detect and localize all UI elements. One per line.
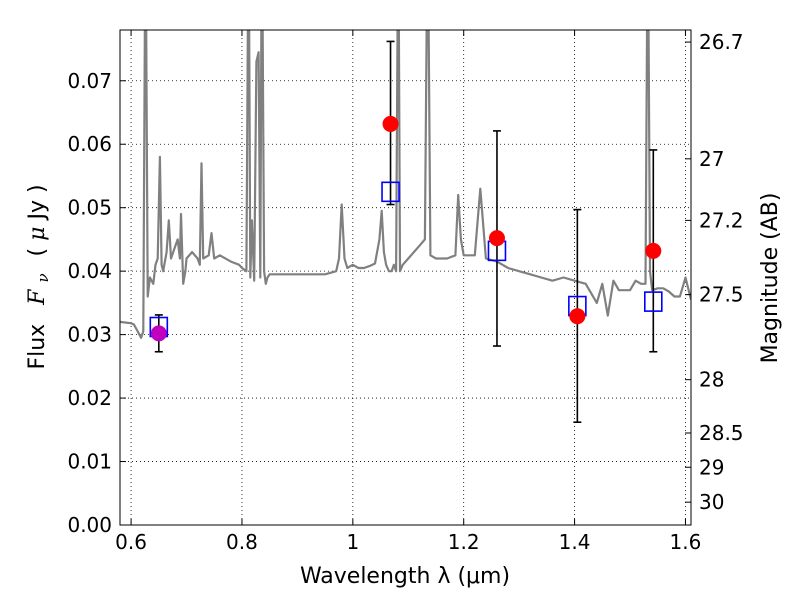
y-tick-label: 0.02 bbox=[67, 386, 112, 410]
y-tick-label: 0.04 bbox=[67, 259, 112, 283]
y-tick-label: 0.06 bbox=[67, 132, 112, 156]
model-square-marker bbox=[644, 291, 663, 312]
magnitude-tick-label: 30 bbox=[699, 490, 724, 514]
magnitude-tick-label: 28.5 bbox=[699, 421, 744, 445]
magnitude-tick-label: 29 bbox=[699, 455, 724, 479]
magnitude-axis-ticks: 26.7 27 27.2 27.5 28 28.5 29 30 bbox=[685, 30, 744, 514]
y-label-nu: ν bbox=[34, 273, 52, 282]
x-tick-label: 0.6 bbox=[115, 530, 147, 554]
x-axis-label: Wavelength λ (μm) bbox=[300, 564, 510, 589]
y-label-mu: μ bbox=[25, 227, 50, 241]
magnitude-tick-label: 26.7 bbox=[699, 30, 744, 54]
plot-frame bbox=[119, 29, 692, 526]
x-tick-label: 1.6 bbox=[670, 530, 702, 554]
magnitude-tick-label: 28 bbox=[699, 368, 724, 392]
y-tick-label: 0.05 bbox=[67, 196, 112, 220]
x-axis-ticks: 0.6 0.8 1 1.2 1.4 1.6 bbox=[115, 30, 701, 554]
magnitude-tick-label: 27 bbox=[699, 147, 724, 171]
x-tick-label: 1 bbox=[346, 530, 359, 554]
y-label-unit: Jy ) bbox=[25, 184, 50, 221]
grid bbox=[120, 30, 691, 526]
y-tick-label: 0.01 bbox=[67, 450, 112, 474]
y-tick-label: 0.07 bbox=[67, 69, 112, 93]
y-label-flux: Flux bbox=[25, 324, 50, 370]
marker-layer bbox=[149, 40, 663, 423]
model-square-marker bbox=[381, 181, 400, 203]
y-tick-label: 0.00 bbox=[67, 513, 112, 537]
x-tick-label: 0.8 bbox=[226, 530, 258, 554]
y-label-f: F bbox=[25, 289, 50, 306]
magnitude-tick-label: 27.5 bbox=[699, 283, 744, 307]
y-tick-label: 0.03 bbox=[67, 323, 112, 347]
x-tick-label: 1.2 bbox=[448, 530, 480, 554]
observed-circle-marker bbox=[488, 230, 505, 247]
y-label-open: ( bbox=[25, 241, 50, 257]
observed-circle-marker bbox=[569, 308, 586, 325]
spectrum-layer bbox=[120, 30, 691, 339]
magnitude-tick-label: 27.2 bbox=[699, 208, 744, 232]
svg-text:Flux F ν (: Flux F ν ( μ Jy ) bbox=[25, 184, 54, 369]
observed-circle-marker bbox=[150, 325, 167, 342]
magnitude-axis-label: Magnitude (AB) bbox=[758, 193, 783, 364]
y-axis-label: Flux F ν ( μ Jy ) bbox=[25, 184, 54, 369]
x-tick-label: 1.4 bbox=[559, 530, 591, 554]
observed-circle-marker bbox=[382, 115, 399, 132]
spectrum-line bbox=[120, 30, 691, 339]
y-axis-ticks: 0.00 0.01 0.02 0.03 0.04 0.05 0.06 0.07 bbox=[67, 69, 126, 537]
observed-circle-marker bbox=[645, 242, 662, 259]
